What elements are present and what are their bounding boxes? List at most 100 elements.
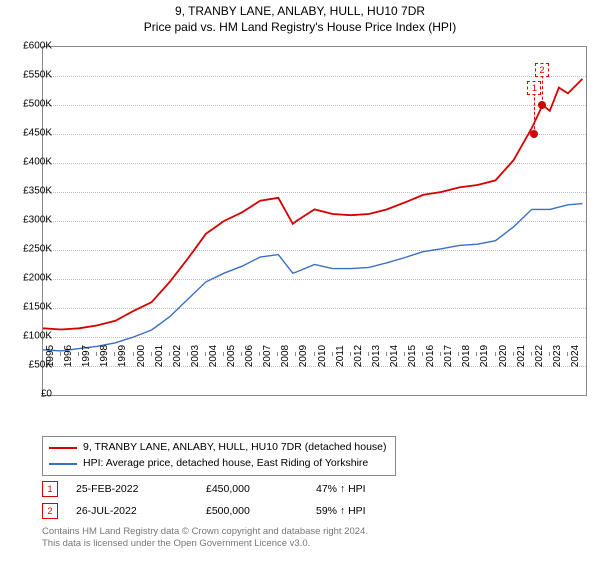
x-axis-label: 1998 (99, 345, 110, 367)
x-tick (78, 352, 79, 356)
x-tick (567, 352, 568, 356)
sale-marker-1: 1 (42, 481, 58, 497)
footer-line-2: This data is licensed under the Open Gov… (42, 538, 368, 550)
legend-item-hpi: HPI: Average price, detached house, East… (49, 456, 387, 472)
y-axis-label: £600K (14, 41, 52, 52)
sale-marker-dot (530, 130, 538, 138)
x-axis-label: 2015 (407, 345, 418, 367)
x-axis-label: 2022 (534, 345, 545, 367)
x-axis-label: 2013 (371, 345, 382, 367)
x-tick (476, 352, 477, 356)
y-axis-label: £400K (14, 157, 52, 168)
x-axis-label: 2016 (425, 345, 436, 367)
x-axis-label: 2010 (317, 345, 328, 367)
sales-table: 1 25-FEB-2022 £450,000 47% ↑ HPI 2 26-JU… (42, 478, 406, 522)
legend-label-subject: 9, TRANBY LANE, ANLABY, HULL, HU10 7DR (… (83, 440, 387, 456)
x-axis-label: 2002 (172, 345, 183, 367)
x-tick (458, 352, 459, 356)
x-axis-label: 2019 (479, 345, 490, 367)
y-axis-label: £350K (14, 186, 52, 197)
series-line-subject (43, 79, 582, 330)
sale-date-1: 25-FEB-2022 (76, 483, 206, 495)
x-tick (96, 352, 97, 356)
x-axis-label: 2023 (552, 345, 563, 367)
sale-marker-2: 2 (42, 503, 58, 519)
x-axis-label: 2007 (262, 345, 273, 367)
x-tick (350, 352, 351, 356)
x-tick (513, 352, 514, 356)
x-axis-label: 2017 (443, 345, 454, 367)
sale-price-2: £500,000 (206, 505, 316, 517)
x-tick (151, 352, 152, 356)
sale-hpi-1: 47% ↑ HPI (316, 483, 406, 495)
x-axis-label: 1996 (63, 345, 74, 367)
y-axis-label: £200K (14, 273, 52, 284)
x-tick (531, 352, 532, 356)
legend: 9, TRANBY LANE, ANLABY, HULL, HU10 7DR (… (42, 436, 396, 476)
series-line-hpi (43, 204, 582, 351)
x-tick (404, 352, 405, 356)
x-tick (422, 352, 423, 356)
sale-row-2: 2 26-JUL-2022 £500,000 59% ↑ HPI (42, 500, 406, 522)
x-tick (60, 352, 61, 356)
legend-swatch-hpi (49, 463, 77, 465)
sale-marker-dot (538, 101, 546, 109)
x-axis-label: 2006 (244, 345, 255, 367)
legend-swatch-subject (49, 447, 77, 449)
y-axis-label: £450K (14, 128, 52, 139)
x-tick (332, 352, 333, 356)
x-axis-label: 2004 (208, 345, 219, 367)
x-axis-label: 2018 (461, 345, 472, 367)
y-axis-label: £500K (14, 99, 52, 110)
x-axis-label: 2014 (389, 345, 400, 367)
footer-line-1: Contains HM Land Registry data © Crown c… (42, 526, 368, 538)
x-tick (386, 352, 387, 356)
y-axis-label: £300K (14, 215, 52, 226)
x-axis-label: 2020 (498, 345, 509, 367)
x-axis-label: 2009 (298, 345, 309, 367)
y-axis-label: £550K (14, 70, 52, 81)
x-tick (259, 352, 260, 356)
y-axis-label: £150K (14, 302, 52, 313)
sale-price-1: £450,000 (206, 483, 316, 495)
sale-marker-label: 2 (535, 63, 549, 77)
chart-title: 9, TRANBY LANE, ANLABY, HULL, HU10 7DR P… (0, 4, 600, 35)
title-line-1: 9, TRANBY LANE, ANLABY, HULL, HU10 7DR (0, 4, 600, 20)
x-tick (114, 352, 115, 356)
x-tick (169, 352, 170, 356)
chart-lines (43, 47, 586, 395)
x-tick (314, 352, 315, 356)
chart-container: 9, TRANBY LANE, ANLABY, HULL, HU10 7DR P… (0, 4, 600, 564)
x-axis-label: 1997 (81, 345, 92, 367)
x-axis-label: 2001 (154, 345, 165, 367)
x-axis-label: 2003 (190, 345, 201, 367)
x-axis-label: 2005 (226, 345, 237, 367)
x-tick (549, 352, 550, 356)
x-tick (277, 352, 278, 356)
sale-row-1: 1 25-FEB-2022 £450,000 47% ↑ HPI (42, 478, 406, 500)
chart-plot-area: 12 (42, 46, 587, 396)
x-tick (368, 352, 369, 356)
x-tick (295, 352, 296, 356)
sale-date-2: 26-JUL-2022 (76, 505, 206, 517)
x-tick (440, 352, 441, 356)
x-axis-label: 2000 (136, 345, 147, 367)
sale-hpi-2: 59% ↑ HPI (316, 505, 406, 517)
x-tick (205, 352, 206, 356)
x-axis-label: 2008 (280, 345, 291, 367)
title-line-2: Price paid vs. HM Land Registry's House … (0, 20, 600, 36)
x-tick (223, 352, 224, 356)
legend-item-subject: 9, TRANBY LANE, ANLABY, HULL, HU10 7DR (… (49, 440, 387, 456)
legend-label-hpi: HPI: Average price, detached house, East… (83, 456, 368, 472)
x-tick (187, 352, 188, 356)
x-axis-label: 2012 (353, 345, 364, 367)
x-axis-label: 1995 (45, 345, 56, 367)
x-axis-label: 2021 (516, 345, 527, 367)
y-axis-label: £0 (14, 389, 52, 400)
x-tick (495, 352, 496, 356)
y-axis-label: £100K (14, 331, 52, 342)
x-tick (42, 352, 43, 356)
x-tick (241, 352, 242, 356)
footer-attribution: Contains HM Land Registry data © Crown c… (42, 526, 368, 551)
sale-marker-label: 1 (527, 81, 541, 95)
